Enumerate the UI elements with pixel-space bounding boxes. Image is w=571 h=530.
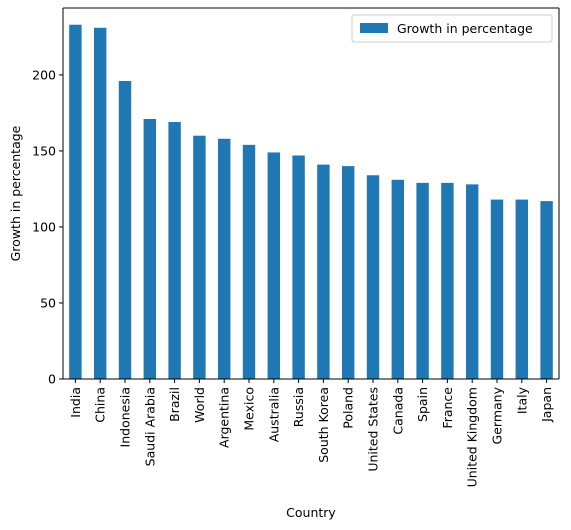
bar [342, 166, 355, 379]
bar [94, 27, 107, 380]
x-tick-label: United Kingdom [465, 387, 480, 487]
bar [242, 144, 256, 379]
bar [416, 182, 429, 379]
bar [292, 155, 305, 379]
bar [193, 135, 206, 379]
x-tick-label: Indonesia [118, 387, 133, 447]
legend-label: Growth in percentage [397, 21, 533, 36]
legend-swatch [360, 23, 388, 33]
bar [391, 179, 404, 379]
x-tick-label: Argentina [217, 387, 232, 448]
x-tick-label: Germany [490, 386, 505, 444]
x-tick-label: Japan [539, 387, 554, 423]
x-tick-label: India [68, 387, 83, 418]
x-tick-label: Canada [390, 387, 405, 435]
x-tick-label: South Korea [316, 387, 331, 463]
x-axis-label: Country [286, 505, 336, 520]
x-tick-label: France [440, 387, 455, 429]
bar [218, 138, 231, 379]
x-tick-label: Poland [341, 387, 356, 429]
x-tick-label: United States [366, 387, 381, 472]
x-tick-label: Spain [415, 387, 430, 422]
x-tick-label: Russia [291, 387, 306, 427]
x-tick-label: Australia [266, 387, 281, 442]
bar [143, 118, 156, 379]
x-tick-label: China [93, 387, 108, 423]
bar [267, 152, 280, 379]
x-tick-label: World [192, 387, 207, 423]
y-tick-label: 50 [40, 295, 56, 310]
y-tick-label: 150 [32, 143, 56, 158]
x-tick-label: Brazil [167, 387, 182, 422]
x-tick-label: Mexico [242, 387, 257, 431]
y-axis-label: Growth in percentage [8, 125, 23, 261]
bar [466, 184, 479, 379]
plot-area: 0 50 100 150 200 India China Indonesia Saudi Ara… [32, 7, 560, 487]
x-tick-label: Saudi Arabia [142, 387, 157, 466]
bar [118, 80, 132, 379]
y-tick-label: 100 [32, 219, 56, 234]
y-tick-label: 0 [48, 372, 56, 387]
bar [317, 164, 330, 379]
bar [490, 199, 504, 379]
bar [366, 175, 380, 379]
legend-box [351, 14, 553, 43]
bar [515, 199, 528, 379]
y-tick-label: 200 [32, 67, 56, 82]
bar [168, 122, 181, 379]
x-tick-label: Italy [514, 386, 529, 414]
bar [441, 182, 454, 379]
legend: Growth in percentage [351, 14, 553, 43]
bar [540, 201, 553, 379]
bar [69, 24, 82, 380]
